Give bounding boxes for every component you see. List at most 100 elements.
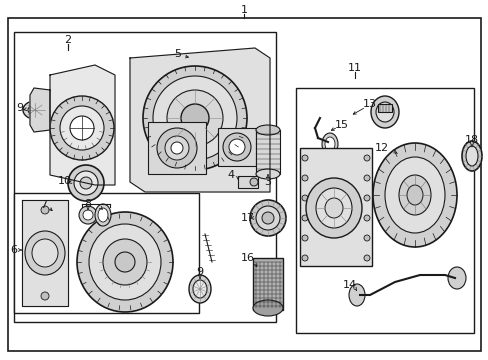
Ellipse shape — [325, 198, 342, 218]
Text: 18: 18 — [464, 135, 478, 145]
Text: 6: 6 — [10, 245, 18, 255]
Text: 13: 13 — [362, 99, 376, 109]
Ellipse shape — [32, 239, 58, 267]
Bar — [377, 104, 391, 112]
Ellipse shape — [249, 178, 258, 186]
Bar — [192, 55, 205, 64]
Polygon shape — [50, 65, 115, 185]
Ellipse shape — [181, 104, 208, 132]
Polygon shape — [130, 48, 269, 192]
Ellipse shape — [153, 76, 237, 160]
Ellipse shape — [228, 139, 244, 155]
Ellipse shape — [249, 200, 285, 236]
Ellipse shape — [302, 235, 307, 241]
Bar — [252, 258, 283, 310]
Ellipse shape — [372, 143, 456, 247]
Text: 7: 7 — [41, 200, 47, 210]
Ellipse shape — [363, 255, 369, 261]
Ellipse shape — [302, 215, 307, 221]
Text: 2: 2 — [64, 35, 71, 45]
Ellipse shape — [348, 284, 364, 306]
Ellipse shape — [363, 195, 369, 201]
Ellipse shape — [302, 175, 307, 181]
Ellipse shape — [413, 154, 421, 162]
Polygon shape — [22, 200, 68, 306]
Ellipse shape — [68, 165, 104, 201]
Bar — [148, 122, 205, 174]
Text: 9: 9 — [196, 267, 203, 277]
Ellipse shape — [418, 159, 424, 165]
Text: 5: 5 — [174, 49, 181, 59]
Text: 9: 9 — [17, 103, 23, 113]
Ellipse shape — [60, 106, 104, 150]
Bar — [14, 32, 275, 322]
Ellipse shape — [70, 116, 94, 140]
Ellipse shape — [465, 146, 477, 166]
Ellipse shape — [447, 267, 465, 289]
Ellipse shape — [77, 212, 173, 312]
Ellipse shape — [41, 206, 49, 214]
Ellipse shape — [193, 280, 206, 298]
Bar — [399, 152, 421, 164]
Ellipse shape — [50, 96, 114, 160]
Ellipse shape — [98, 208, 108, 222]
Text: 11: 11 — [347, 63, 361, 73]
Text: 3: 3 — [264, 177, 271, 187]
Ellipse shape — [370, 96, 398, 128]
Ellipse shape — [79, 206, 97, 224]
Text: 15: 15 — [334, 120, 348, 130]
Bar — [299, 148, 371, 266]
Ellipse shape — [256, 206, 280, 230]
Bar — [218, 128, 256, 166]
Ellipse shape — [83, 210, 93, 220]
Ellipse shape — [461, 141, 481, 171]
Ellipse shape — [115, 252, 135, 272]
Text: 14: 14 — [342, 280, 356, 290]
Ellipse shape — [142, 66, 246, 170]
Ellipse shape — [363, 235, 369, 241]
Text: 4: 4 — [227, 170, 234, 180]
Ellipse shape — [89, 224, 161, 300]
Ellipse shape — [171, 142, 183, 154]
Bar — [295, 88, 473, 333]
Ellipse shape — [193, 55, 201, 63]
Text: 17: 17 — [241, 213, 255, 223]
Text: 12: 12 — [374, 143, 388, 153]
Text: 10: 10 — [58, 176, 72, 186]
Bar — [14, 193, 199, 313]
Ellipse shape — [363, 215, 369, 221]
Ellipse shape — [398, 175, 430, 215]
Ellipse shape — [315, 188, 351, 228]
Ellipse shape — [167, 90, 223, 146]
Bar — [238, 176, 258, 188]
Ellipse shape — [223, 133, 250, 161]
Ellipse shape — [256, 169, 280, 179]
Ellipse shape — [321, 133, 337, 155]
Ellipse shape — [302, 195, 307, 201]
Ellipse shape — [41, 292, 49, 300]
Ellipse shape — [384, 157, 444, 233]
Ellipse shape — [23, 101, 47, 119]
Polygon shape — [30, 88, 50, 132]
Ellipse shape — [363, 155, 369, 161]
Text: 8: 8 — [84, 199, 91, 209]
Ellipse shape — [103, 239, 147, 285]
Ellipse shape — [157, 128, 197, 168]
Ellipse shape — [302, 255, 307, 261]
Ellipse shape — [302, 155, 307, 161]
Ellipse shape — [262, 212, 273, 224]
Ellipse shape — [164, 136, 189, 160]
Text: 1: 1 — [240, 5, 247, 15]
Ellipse shape — [256, 125, 280, 135]
Ellipse shape — [305, 178, 361, 238]
Ellipse shape — [95, 204, 111, 226]
Bar — [256, 130, 280, 174]
Ellipse shape — [406, 185, 422, 205]
Ellipse shape — [252, 300, 283, 316]
Ellipse shape — [74, 171, 98, 195]
Ellipse shape — [80, 177, 92, 189]
Ellipse shape — [28, 105, 42, 115]
Ellipse shape — [25, 231, 65, 275]
Ellipse shape — [325, 137, 334, 151]
Ellipse shape — [189, 275, 210, 303]
